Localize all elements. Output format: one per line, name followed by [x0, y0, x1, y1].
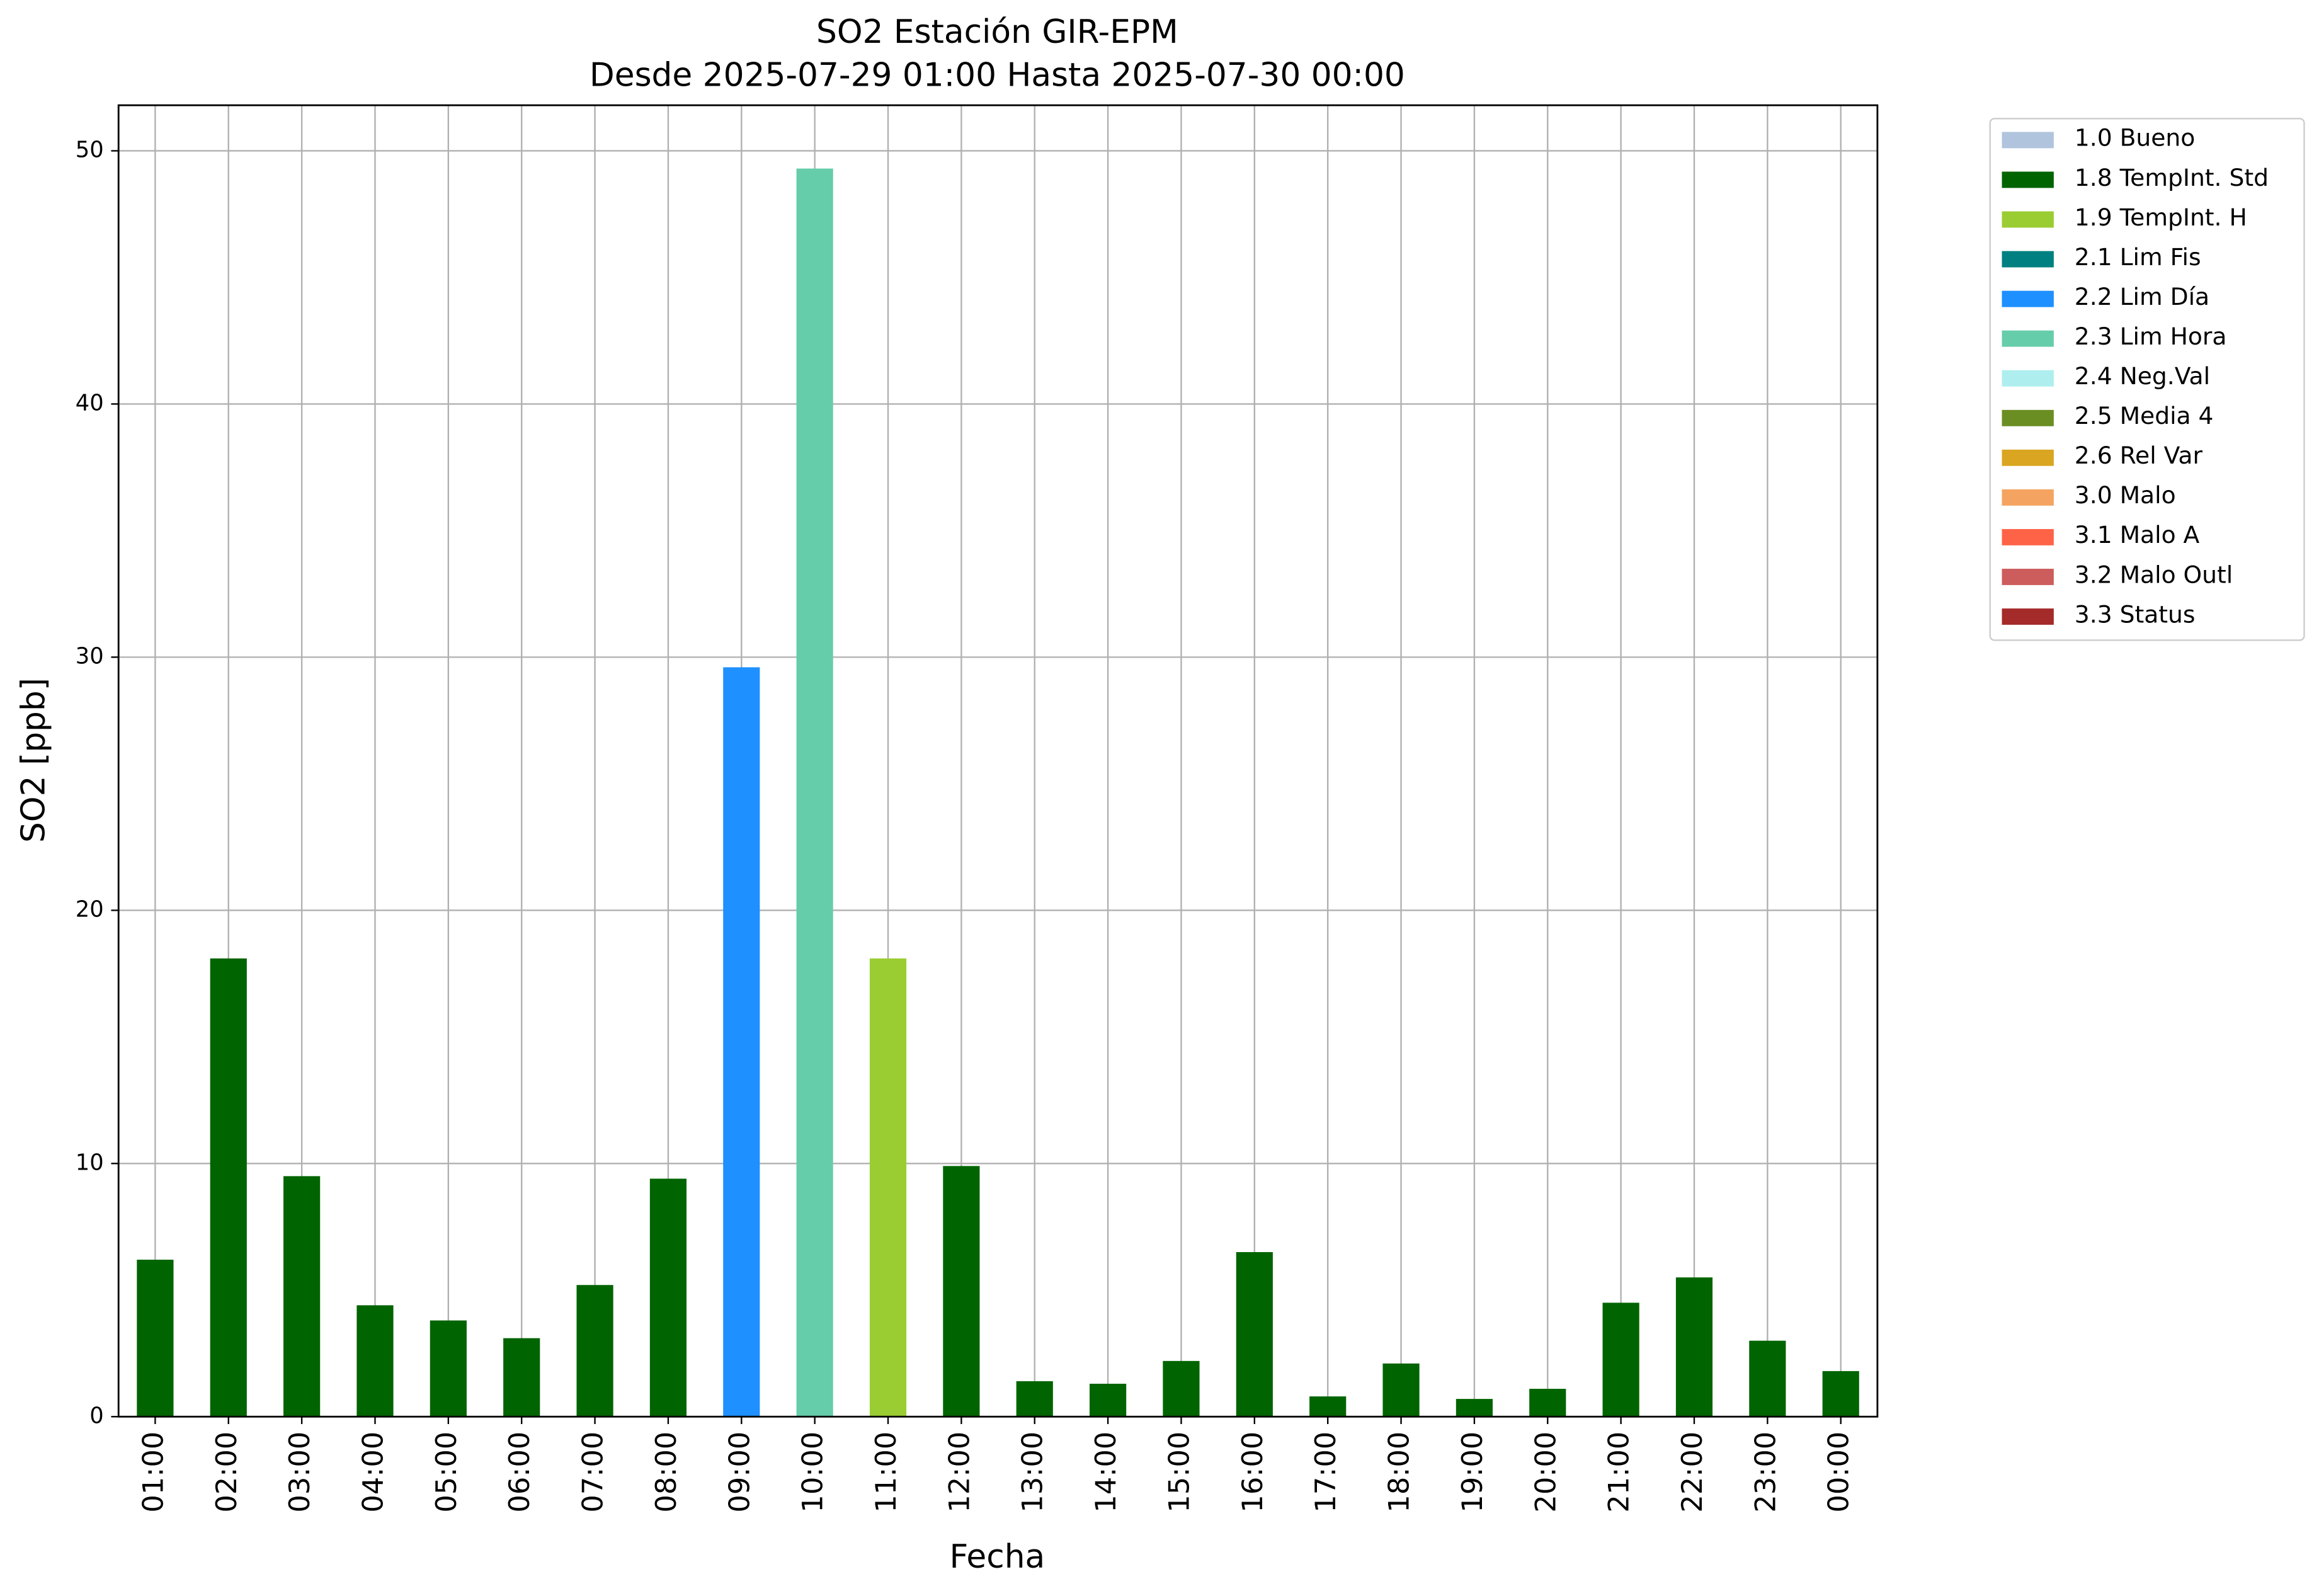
legend-swatch — [2002, 528, 2054, 545]
x-tick-label: 05:00 — [430, 1432, 463, 1513]
legend-swatch — [2002, 489, 2054, 506]
x-tick-label: 00:00 — [1823, 1432, 1855, 1513]
bar — [210, 958, 247, 1417]
bar — [1749, 1340, 1786, 1417]
legend-label: 2.1 Lim Fis — [2075, 243, 2201, 271]
legend-swatch — [2002, 330, 2054, 347]
legend-swatch — [2002, 370, 2054, 387]
y-tick-label: 30 — [76, 643, 104, 669]
bar — [943, 1166, 980, 1417]
bar — [869, 958, 907, 1417]
bar — [1236, 1251, 1273, 1417]
legend-swatch — [2002, 569, 2054, 585]
x-tick-label: 08:00 — [650, 1432, 683, 1513]
legend-swatch — [2002, 171, 2054, 188]
bar — [1675, 1277, 1713, 1417]
bar — [1456, 1399, 1493, 1417]
legend-label: 2.3 Lim Hora — [2075, 322, 2227, 350]
bar — [723, 667, 760, 1417]
y-axis-label: SO2 [ppb] — [14, 678, 52, 843]
legend-swatch — [2002, 251, 2054, 268]
x-tick-label: 06:00 — [503, 1432, 536, 1513]
x-tick-label: 01:00 — [137, 1432, 169, 1513]
legend-label: 2.4 Neg.Val — [2075, 362, 2210, 390]
legend-swatch — [2002, 608, 2054, 625]
bar — [1602, 1302, 1639, 1417]
x-tick-label: 23:00 — [1749, 1432, 1782, 1513]
chart-title: SO2 Estación GIR-EPM — [816, 13, 1178, 51]
legend-box — [1989, 118, 2305, 641]
legend-swatch — [2002, 449, 2054, 466]
x-tick-label: 14:00 — [1090, 1432, 1122, 1513]
x-tick-label: 17:00 — [1309, 1432, 1342, 1513]
legend-label: 1.0 Bueno — [2075, 124, 2195, 152]
legend-label: 2.2 Lim Día — [2075, 283, 2209, 311]
legend-label: 3.0 Malo — [2075, 481, 2176, 509]
legend-label: 3.3 Status — [2075, 600, 2196, 628]
legend-label: 2.5 Media 4 — [2075, 402, 2214, 430]
legend-label: 3.2 Malo Outl — [2075, 561, 2233, 588]
x-tick-label: 16:00 — [1236, 1432, 1269, 1513]
x-tick-label: 19:00 — [1456, 1432, 1489, 1513]
legend-swatch — [2002, 290, 2054, 307]
bar — [796, 168, 833, 1417]
legend-label: 3.1 Malo A — [2075, 521, 2200, 549]
y-tick-label: 40 — [76, 390, 104, 416]
x-tick-label: 11:00 — [870, 1432, 903, 1513]
bar — [137, 1260, 174, 1417]
bar — [649, 1178, 687, 1417]
legend-swatch — [2002, 211, 2054, 228]
bar — [1382, 1363, 1420, 1417]
labels-layer: 0 10 20 30 40 50 01:00 02:00 03:00 04:00 05:00 06:0… — [76, 137, 1855, 1512]
x-tick-label: 07:00 — [577, 1432, 610, 1513]
x-tick-label: 13:00 — [1017, 1432, 1049, 1513]
bar — [283, 1176, 321, 1417]
bar — [1822, 1371, 1859, 1417]
x-tick-label: 20:00 — [1529, 1432, 1562, 1513]
x-tick-label: 09:00 — [723, 1432, 756, 1513]
bar — [1529, 1389, 1566, 1417]
x-tick-label: 22:00 — [1676, 1432, 1709, 1513]
bars-layer — [137, 168, 1859, 1417]
bar — [356, 1305, 394, 1417]
bar — [576, 1285, 613, 1417]
x-tick-label: 03:00 — [283, 1432, 316, 1513]
legend-swatch — [2002, 409, 2054, 426]
legend-swatch — [2002, 132, 2054, 149]
x-tick-label: 18:00 — [1383, 1432, 1416, 1513]
x-tick-label: 21:00 — [1603, 1432, 1636, 1513]
bar — [1309, 1396, 1347, 1417]
x-tick-label: 04:00 — [356, 1432, 389, 1513]
plot-frame — [117, 104, 1879, 1418]
bar — [1016, 1381, 1053, 1417]
bar — [430, 1320, 467, 1417]
y-tick-label: 20 — [76, 896, 104, 922]
bar — [1163, 1360, 1200, 1417]
bar — [1090, 1384, 1127, 1417]
legend-label: 1.8 TempInt. Std — [2075, 164, 2269, 191]
y-tick-label: 50 — [76, 137, 104, 162]
y-tick-label: 10 — [76, 1149, 104, 1175]
x-tick-label: 02:00 — [210, 1432, 243, 1513]
x-axis-label: Fecha — [950, 1538, 1046, 1576]
legend: 1.0 Bueno 1.8 TempInt. Std 1.9 TempInt. H 2… — [1989, 118, 2305, 641]
x-tick-label: 15:00 — [1163, 1432, 1195, 1513]
x-tick-label: 10:00 — [797, 1432, 829, 1513]
legend-label: 2.6 Rel Var — [2075, 442, 2203, 469]
legend-label: 1.9 TempInt. H — [2075, 203, 2247, 231]
x-tick-label: 12:00 — [943, 1432, 976, 1513]
chart-subtitle: Desde 2025-07-29 01:00 Hasta 2025-07-30 … — [590, 56, 1405, 94]
bar — [503, 1338, 540, 1417]
y-tick-label: 0 — [89, 1403, 103, 1428]
